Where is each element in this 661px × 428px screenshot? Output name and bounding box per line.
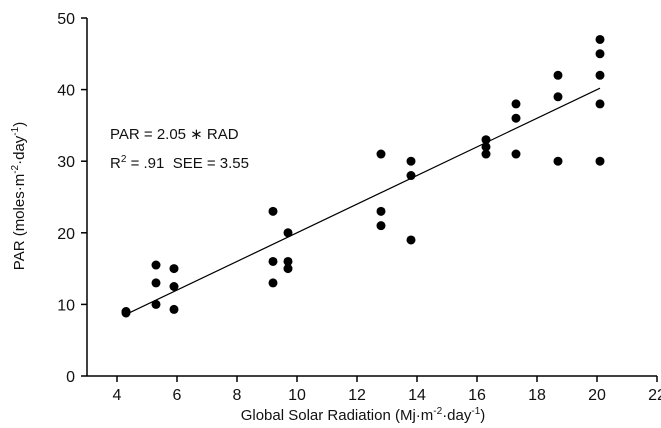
data-point — [595, 70, 605, 80]
data-point — [283, 264, 293, 274]
x-tick-label: 16 — [468, 387, 486, 404]
data-point — [169, 304, 179, 314]
ticks: 4 6 8 10 12 14 16 18 20 22 0 10 20 30 40 50 — [57, 11, 661, 404]
y-tick-label: 50 — [57, 11, 75, 28]
data-point — [511, 149, 521, 159]
data-point — [553, 92, 563, 102]
data-point — [268, 256, 278, 266]
data-point — [481, 149, 491, 159]
data-point — [595, 34, 605, 44]
x-tick-label: 4 — [113, 387, 122, 404]
data-point — [406, 156, 416, 166]
data-point — [481, 142, 491, 152]
data-point — [376, 206, 386, 216]
data-point — [121, 308, 131, 318]
x-tick-label: 20 — [588, 387, 606, 404]
x-tick-label: 12 — [348, 387, 366, 404]
y-axis-title: PAR (moles·m-2·day-1) — [10, 122, 28, 270]
data-point — [406, 235, 416, 245]
data-point — [151, 299, 161, 309]
y-tick-label: 10 — [57, 297, 75, 314]
data-point — [169, 264, 179, 274]
data-point — [595, 156, 605, 166]
data-point — [283, 228, 293, 238]
stats-label: R2 = .91 SEE = 3.55 — [110, 154, 249, 172]
x-tick-label: 10 — [288, 387, 306, 404]
equation-label: PAR = 2.05 ∗ RAD — [110, 126, 239, 143]
data-point — [553, 156, 563, 166]
data-point — [511, 99, 521, 109]
data-point — [151, 278, 161, 288]
data-point — [595, 99, 605, 109]
data-point — [268, 278, 278, 288]
plot-area: 4 6 8 10 12 14 16 18 20 22 0 10 20 30 40 50 — [57, 11, 661, 404]
y-tick-label: 40 — [57, 83, 75, 100]
data-point — [268, 206, 278, 216]
x-tick-label: 18 — [528, 387, 546, 404]
data-points — [121, 34, 605, 318]
x-tick-label: 14 — [408, 387, 426, 404]
y-tick-label: 0 — [66, 369, 75, 386]
y-tick-label: 20 — [57, 226, 75, 243]
x-axis-title: Global Solar Radiation (Mj·m-2·day-1) — [241, 406, 486, 424]
x-tick-label: 6 — [173, 387, 182, 404]
data-point — [376, 221, 386, 231]
data-point — [169, 282, 179, 291]
data-point — [595, 49, 605, 59]
x-tick-label: 8 — [233, 387, 242, 404]
data-point — [481, 135, 491, 145]
y-tick-label: 30 — [57, 154, 75, 171]
x-tick-label: 22 — [648, 387, 661, 404]
regression-line — [125, 87, 601, 315]
data-point — [151, 260, 161, 270]
data-point — [283, 256, 293, 266]
data-point — [511, 113, 521, 123]
data-point — [406, 171, 416, 181]
data-point — [376, 149, 386, 159]
data-point — [553, 70, 563, 80]
